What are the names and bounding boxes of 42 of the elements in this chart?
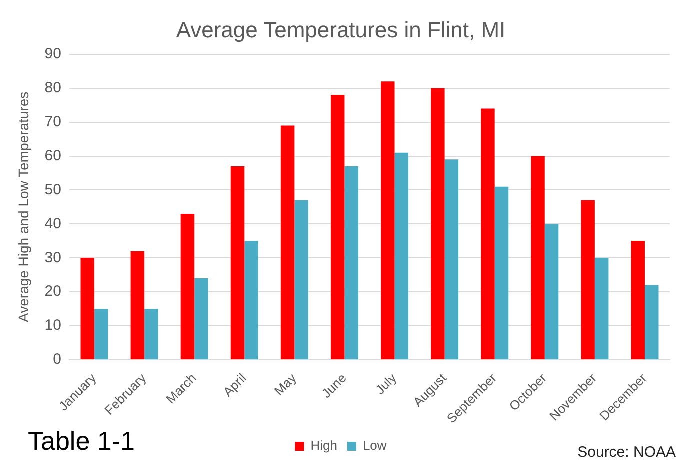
bar (330, 95, 345, 360)
y-tick-label: 60 (44, 147, 62, 164)
bar (230, 166, 245, 360)
bar (494, 186, 509, 360)
y-tick-label: 50 (44, 181, 62, 198)
y-axis-title: Average High and Low Temperatures (15, 92, 32, 323)
bar (194, 278, 208, 360)
bar (594, 258, 609, 360)
source-note: Source: NOAA (578, 444, 676, 461)
y-tick-label: 70 (44, 113, 62, 130)
y-tick-label: 80 (44, 79, 62, 96)
caption: Table 1-1 (28, 426, 135, 457)
bar (344, 166, 358, 360)
x-tick-label: July (372, 370, 400, 398)
bar (144, 309, 158, 360)
bar (381, 82, 395, 360)
legend-label: High (310, 438, 338, 454)
y-tick-label: 90 (44, 46, 62, 63)
bar (531, 156, 545, 360)
bar (544, 224, 559, 360)
bar (294, 200, 308, 360)
y-tick-label: 20 (44, 283, 62, 300)
x-tick-label: May (271, 370, 300, 399)
bar (481, 108, 495, 360)
bar (80, 258, 95, 360)
chart-title: Average Temperatures in Flint, MI (176, 17, 506, 42)
bar (180, 214, 195, 360)
bar (444, 160, 459, 360)
bar (644, 285, 659, 360)
bar (431, 88, 445, 360)
bar (631, 241, 645, 360)
legend-label: Low (362, 438, 388, 454)
bar (394, 152, 409, 360)
bar (244, 241, 258, 360)
y-tick-label: 30 (44, 249, 62, 266)
y-tick-label: 40 (44, 215, 62, 232)
bar (130, 251, 145, 360)
bar (581, 200, 595, 360)
y-tick-label: 0 (53, 351, 62, 368)
bar (94, 309, 108, 360)
bar (280, 126, 295, 360)
y-tick-label: 10 (44, 317, 62, 334)
